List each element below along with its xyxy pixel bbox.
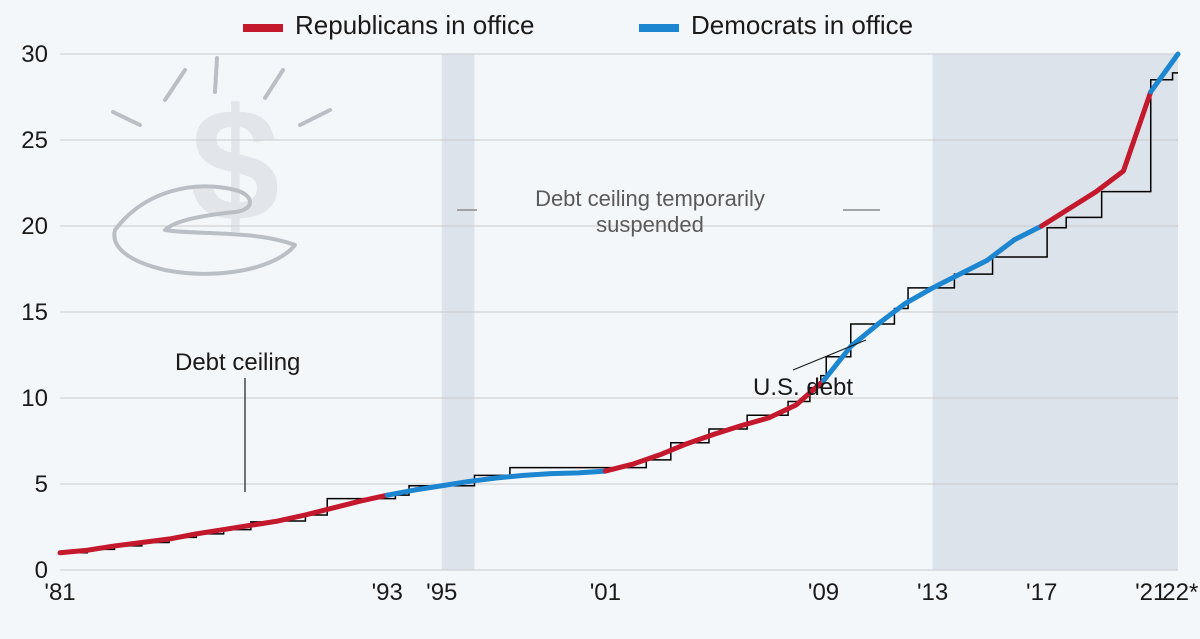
debt-chart: 051015202530'81'93'95'01'09'13'17'21'22*… [0, 0, 1200, 639]
legend-label: Republicans in office [295, 10, 534, 40]
x-tick-label: '22* [1158, 579, 1199, 606]
y-tick-label: 25 [21, 127, 48, 154]
legend-label: Democrats in office [691, 10, 913, 40]
x-tick-label: '95 [426, 579, 457, 606]
x-tick-label: '09 [808, 579, 839, 606]
x-tick-label: '13 [917, 579, 948, 606]
x-tick-label: '93 [372, 579, 403, 606]
y-tick-label: 5 [35, 471, 48, 498]
y-tick-label: 30 [21, 41, 48, 68]
x-tick-label: '01 [590, 579, 621, 606]
x-tick-label: '17 [1026, 579, 1057, 606]
suspended-label: suspended [596, 212, 704, 237]
y-tick-label: 10 [21, 385, 48, 412]
y-tick-label: 20 [21, 213, 48, 240]
legend-swatch [639, 24, 679, 32]
y-tick-label: 15 [21, 299, 48, 326]
x-tick-label: '81 [44, 579, 75, 606]
ray-icon [215, 58, 217, 92]
debt-ceiling-label: Debt ceiling [175, 349, 300, 376]
suspended-label: Debt ceiling temporarily [535, 186, 765, 211]
dollar-sign-icon: $ [191, 75, 280, 254]
legend-swatch [243, 24, 283, 32]
us-debt-label: U.S. debt [753, 374, 853, 401]
